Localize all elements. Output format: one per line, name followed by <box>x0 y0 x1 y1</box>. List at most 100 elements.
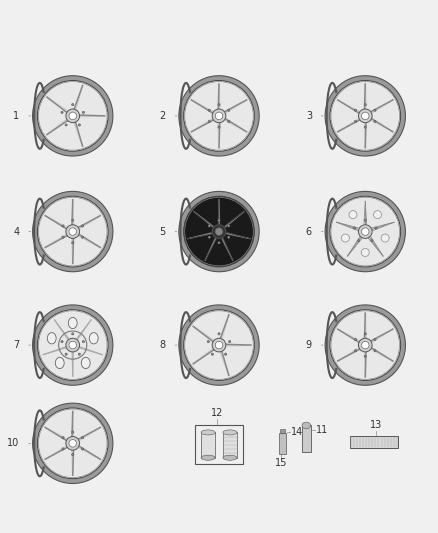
Ellipse shape <box>361 341 369 349</box>
Ellipse shape <box>61 111 63 114</box>
Ellipse shape <box>37 80 108 151</box>
Ellipse shape <box>358 109 372 123</box>
Ellipse shape <box>68 317 77 329</box>
Ellipse shape <box>208 236 210 238</box>
Ellipse shape <box>228 120 230 123</box>
Ellipse shape <box>374 338 376 341</box>
Ellipse shape <box>69 440 77 447</box>
Ellipse shape <box>72 333 74 335</box>
Ellipse shape <box>215 341 223 349</box>
Ellipse shape <box>215 228 223 236</box>
Ellipse shape <box>69 341 77 349</box>
Ellipse shape <box>81 357 90 369</box>
Ellipse shape <box>218 241 220 244</box>
Ellipse shape <box>47 333 56 344</box>
Ellipse shape <box>37 310 108 381</box>
Ellipse shape <box>62 437 64 439</box>
Ellipse shape <box>55 357 64 369</box>
Ellipse shape <box>218 103 220 106</box>
Ellipse shape <box>37 196 108 267</box>
Text: 3: 3 <box>306 111 312 121</box>
Ellipse shape <box>381 234 389 242</box>
Ellipse shape <box>61 341 63 343</box>
Ellipse shape <box>179 305 259 385</box>
Ellipse shape <box>208 109 210 111</box>
Ellipse shape <box>374 120 376 123</box>
Ellipse shape <box>325 191 406 272</box>
Ellipse shape <box>364 219 366 221</box>
Ellipse shape <box>32 403 113 483</box>
Ellipse shape <box>228 109 230 111</box>
Ellipse shape <box>82 111 85 114</box>
Ellipse shape <box>330 196 401 267</box>
Ellipse shape <box>358 338 372 352</box>
Ellipse shape <box>81 236 84 238</box>
Ellipse shape <box>228 225 230 227</box>
Ellipse shape <box>78 124 81 126</box>
Text: 13: 13 <box>370 420 382 430</box>
Ellipse shape <box>72 219 74 221</box>
Ellipse shape <box>353 227 356 229</box>
Text: 8: 8 <box>159 340 166 350</box>
Ellipse shape <box>184 310 254 381</box>
Ellipse shape <box>364 103 366 106</box>
Ellipse shape <box>375 227 377 229</box>
Ellipse shape <box>364 126 366 128</box>
Text: 2: 2 <box>159 111 166 121</box>
Bar <box>195 425 243 464</box>
Ellipse shape <box>374 211 381 219</box>
Ellipse shape <box>66 437 80 450</box>
Bar <box>223 432 237 458</box>
Ellipse shape <box>330 310 401 381</box>
Ellipse shape <box>32 76 113 156</box>
Ellipse shape <box>207 341 209 343</box>
Ellipse shape <box>184 80 254 151</box>
Ellipse shape <box>325 305 406 385</box>
Ellipse shape <box>65 124 67 126</box>
Ellipse shape <box>62 448 64 450</box>
Ellipse shape <box>212 225 226 238</box>
Ellipse shape <box>82 341 85 343</box>
Ellipse shape <box>62 236 64 238</box>
Ellipse shape <box>225 353 227 356</box>
Ellipse shape <box>325 76 406 156</box>
Ellipse shape <box>354 109 357 111</box>
Text: 4: 4 <box>13 227 19 237</box>
Text: 6: 6 <box>306 227 312 237</box>
Ellipse shape <box>229 341 231 343</box>
Ellipse shape <box>211 353 213 356</box>
Ellipse shape <box>215 112 223 119</box>
Ellipse shape <box>374 109 376 111</box>
Ellipse shape <box>66 338 80 352</box>
Ellipse shape <box>32 191 113 272</box>
Ellipse shape <box>37 408 108 479</box>
Text: 14: 14 <box>291 427 303 438</box>
Ellipse shape <box>358 225 372 238</box>
Ellipse shape <box>223 430 237 435</box>
Ellipse shape <box>72 241 74 244</box>
Bar <box>201 432 215 458</box>
Ellipse shape <box>208 225 210 227</box>
Ellipse shape <box>201 455 215 461</box>
Bar <box>350 437 398 448</box>
Ellipse shape <box>371 239 373 242</box>
Ellipse shape <box>184 196 254 267</box>
Bar <box>280 429 285 433</box>
Ellipse shape <box>364 355 366 358</box>
Bar <box>279 433 286 454</box>
Ellipse shape <box>201 430 215 435</box>
Ellipse shape <box>72 103 74 106</box>
Ellipse shape <box>72 431 74 433</box>
Ellipse shape <box>179 76 259 156</box>
Ellipse shape <box>374 350 376 352</box>
Ellipse shape <box>218 333 220 335</box>
Ellipse shape <box>330 80 401 151</box>
Ellipse shape <box>218 126 220 128</box>
Ellipse shape <box>32 305 113 385</box>
Ellipse shape <box>218 219 220 221</box>
Ellipse shape <box>69 112 77 119</box>
Ellipse shape <box>65 353 67 356</box>
Ellipse shape <box>357 239 360 242</box>
Ellipse shape <box>72 454 74 456</box>
Ellipse shape <box>302 422 311 429</box>
